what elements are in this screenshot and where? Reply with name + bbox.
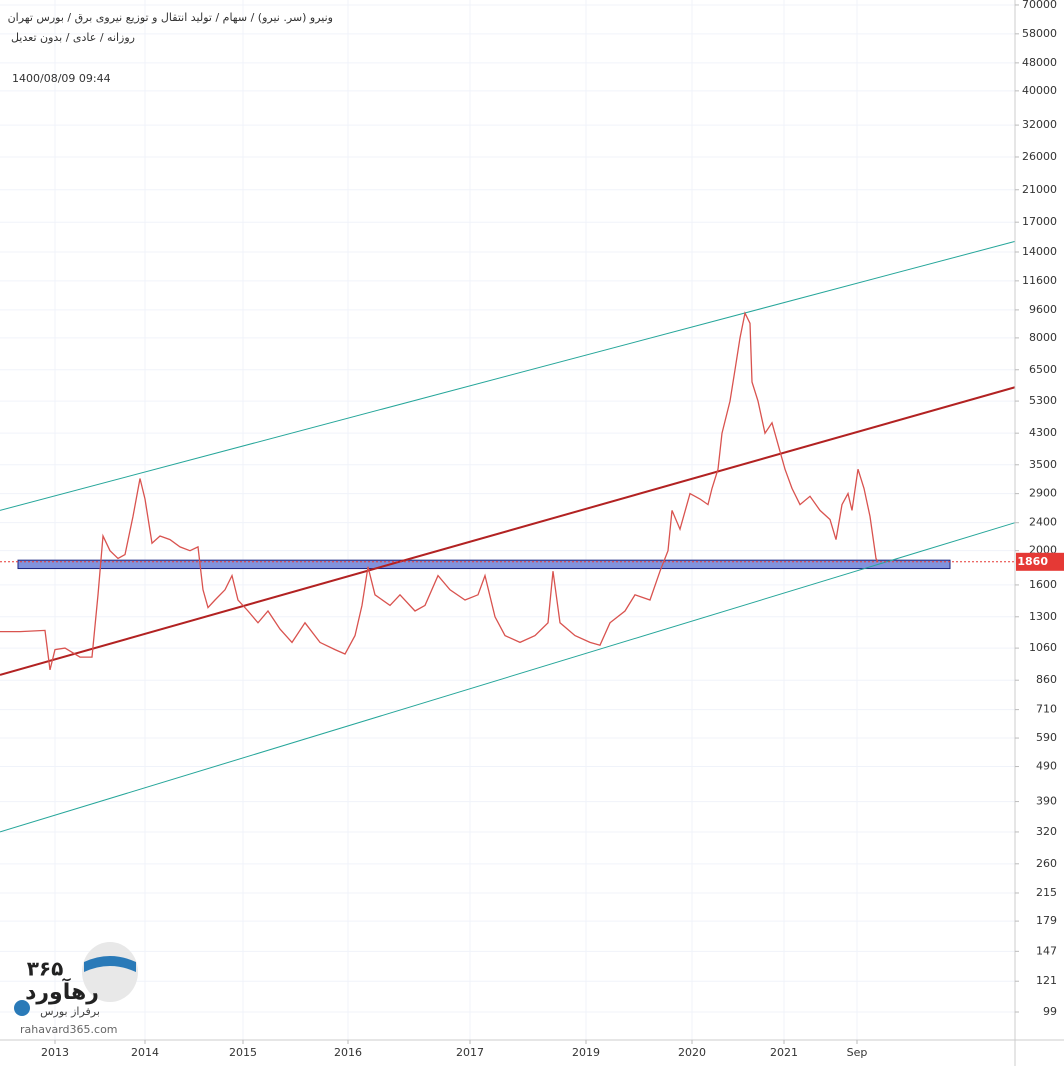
trend-line xyxy=(0,522,1016,833)
y-tick-label: 860 xyxy=(1036,673,1057,686)
y-tick-label: 390 xyxy=(1036,795,1057,808)
x-tick-label: 2014 xyxy=(131,1046,159,1059)
trend-line xyxy=(0,240,1016,511)
y-tick-label: 48000 xyxy=(1022,56,1057,69)
x-tick-label: 2017 xyxy=(456,1046,484,1059)
x-tick-label: 2020 xyxy=(678,1046,706,1059)
y-tick-label: 1600 xyxy=(1029,578,1057,591)
y-tick-label: 6500 xyxy=(1029,363,1057,376)
y-tick-label: 8000 xyxy=(1029,331,1057,344)
y-tick-label: 21000 xyxy=(1022,183,1057,196)
y-tick-label: 99 xyxy=(1043,1005,1057,1018)
y-tick-label: 70000 xyxy=(1022,0,1057,11)
plot xyxy=(0,240,1016,833)
y-tick-label: 14000 xyxy=(1022,245,1057,258)
y-tick-label: 147 xyxy=(1036,944,1057,957)
y-tick-label: 1060 xyxy=(1029,641,1057,654)
y-tick-label: 9600 xyxy=(1029,303,1057,316)
y-tick-label: 2400 xyxy=(1029,516,1057,529)
y-tick-label: 32000 xyxy=(1022,118,1057,131)
support-zone xyxy=(17,559,951,570)
x-tick-label: 2021 xyxy=(770,1046,798,1059)
chart-title: ونیرو (سر. نیرو) / سهام / تولید انتقال و… xyxy=(8,11,333,24)
y-tick-label: 179 xyxy=(1036,914,1057,927)
y-tick-label: 3500 xyxy=(1029,458,1057,471)
x-tick-label: 2019 xyxy=(572,1046,600,1059)
logo-balloon xyxy=(82,942,138,1002)
y-tick-label: 40000 xyxy=(1022,84,1057,97)
y-tick-label: 710 xyxy=(1036,703,1057,716)
chart-subtitle: روزانه / عادی / بدون تعدیل xyxy=(11,31,135,44)
x-tick-label: 2015 xyxy=(229,1046,257,1059)
grid xyxy=(0,0,1015,1040)
timestamp: 1400/08/09 09:44 xyxy=(12,72,111,85)
x-tick-label: Sep xyxy=(847,1046,868,1059)
y-tick-label: 4300 xyxy=(1029,426,1057,439)
x-tick-label: 2013 xyxy=(41,1046,69,1059)
logo-slogan: برفراز بورس xyxy=(40,1005,100,1018)
y-tick-label: 121 xyxy=(1036,974,1057,987)
y-tick-label: 58000 xyxy=(1022,27,1057,40)
price-line xyxy=(0,311,879,671)
logo: ۳۶۵ رهآورد برفراز بورس rahavard365.com xyxy=(14,942,138,1036)
y-tick-label: 17000 xyxy=(1022,215,1057,228)
y-tick-label: 590 xyxy=(1036,731,1057,744)
y-tick-label: 260 xyxy=(1036,857,1057,870)
logo-icon xyxy=(14,1000,30,1016)
x-tick-label: 2016 xyxy=(334,1046,362,1059)
y-tick-label: 490 xyxy=(1036,760,1057,773)
axes: 70000 58000 48000 40000 32000 26000 21000 17000… xyxy=(41,0,1064,1059)
y-tick-label: 11600 xyxy=(1022,274,1057,287)
y-tick-label: 5300 xyxy=(1029,394,1057,407)
y-tick-label: 2900 xyxy=(1029,487,1057,500)
logo-number: ۳۶۵ xyxy=(27,957,64,981)
trend-line xyxy=(0,386,1016,676)
y-tick-label: 26000 xyxy=(1022,150,1057,163)
last-price-label: 1860 xyxy=(1017,555,1048,568)
last-price-box xyxy=(1016,552,1064,571)
y-tick-label: 215 xyxy=(1036,886,1057,899)
logo-band xyxy=(84,956,136,972)
logo-name: رهآورد xyxy=(25,977,99,1005)
y-tick-label: 320 xyxy=(1036,825,1057,838)
y-tick-label: 1300 xyxy=(1029,610,1057,623)
logo-url: rahavard365.com xyxy=(20,1023,118,1036)
